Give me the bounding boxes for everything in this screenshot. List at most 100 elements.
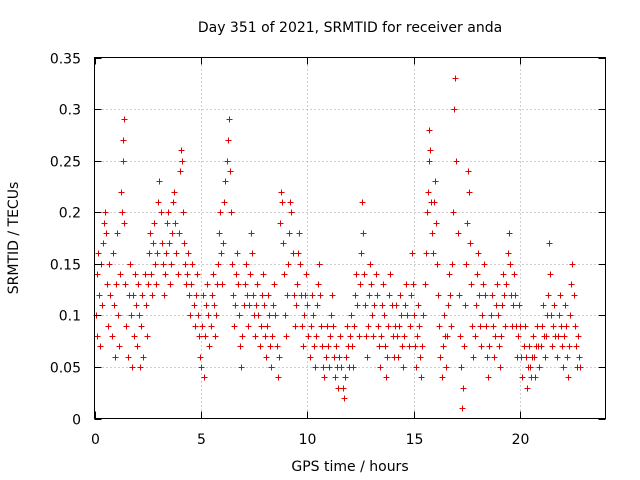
data-point (133, 302, 140, 309)
data-point (121, 116, 128, 123)
data-point (433, 220, 440, 227)
data-point (560, 364, 567, 371)
data-point (116, 343, 123, 350)
data-point (476, 292, 483, 299)
data-point (104, 281, 111, 288)
data-point (383, 374, 390, 381)
data-point (477, 323, 484, 330)
data-point (481, 261, 488, 268)
data-point (250, 292, 257, 299)
data-point (169, 230, 176, 237)
data-point (226, 116, 233, 123)
data-point (417, 354, 424, 361)
data-point (545, 292, 552, 299)
data-point (165, 209, 172, 216)
data-point (232, 302, 239, 309)
data-point (237, 343, 244, 350)
data-point (103, 230, 110, 237)
data-point (279, 199, 286, 206)
data-point (209, 292, 216, 299)
data-point (343, 354, 350, 361)
data-point (94, 333, 101, 340)
data-point (436, 323, 443, 330)
data-point (387, 271, 394, 278)
data-point (519, 374, 526, 381)
data-point (155, 199, 162, 206)
data-point (569, 261, 576, 268)
data-point (302, 292, 309, 299)
data-point (567, 312, 574, 319)
data-point (288, 209, 295, 216)
data-point (385, 323, 392, 330)
data-point (314, 302, 321, 309)
data-point (474, 271, 481, 278)
data-point (299, 323, 306, 330)
data-point (333, 343, 340, 350)
data-point (363, 333, 370, 340)
data-point (184, 271, 191, 278)
data-point (515, 333, 522, 340)
data-point (491, 354, 498, 361)
data-point (204, 281, 211, 288)
data-point (168, 261, 175, 268)
data-point (395, 354, 402, 361)
data-point (365, 323, 372, 330)
data-point (539, 323, 546, 330)
data-point (136, 312, 143, 319)
data-points (93, 75, 584, 412)
data-point (483, 323, 490, 330)
data-point (554, 354, 561, 361)
data-point (292, 323, 299, 330)
data-point (347, 333, 354, 340)
data-point (316, 261, 323, 268)
data-point (294, 281, 301, 288)
data-point (368, 281, 375, 288)
data-point (577, 364, 584, 371)
data-point (158, 209, 165, 216)
data-point (571, 292, 578, 299)
data-point (426, 158, 433, 165)
data-point (562, 302, 569, 309)
data-point (95, 250, 102, 257)
data-point (127, 261, 134, 268)
data-point (542, 354, 549, 361)
data-point (324, 323, 331, 330)
data-point (259, 292, 266, 299)
data-point (448, 323, 455, 330)
data-point (222, 178, 229, 185)
data-point (212, 333, 219, 340)
data-point (357, 281, 364, 288)
data-point (199, 323, 206, 330)
data-point (494, 281, 501, 288)
data-point (175, 271, 182, 278)
x-tick-label: 0 (91, 432, 100, 448)
data-point (311, 343, 318, 350)
data-point (187, 312, 194, 319)
data-point (453, 158, 460, 165)
data-point (425, 189, 432, 196)
data-point (439, 374, 446, 381)
data-point (449, 261, 456, 268)
data-point (430, 250, 437, 257)
data-point (332, 374, 339, 381)
data-point (470, 354, 477, 361)
data-point (427, 147, 434, 154)
data-point (382, 343, 389, 350)
data-point (308, 323, 315, 330)
data-point (266, 312, 273, 319)
data-point (457, 333, 464, 340)
data-point (277, 220, 284, 227)
data-point (399, 343, 406, 350)
data-point (325, 343, 332, 350)
data-point (523, 354, 530, 361)
data-point (156, 178, 163, 185)
data-point (200, 292, 207, 299)
data-point (121, 220, 128, 227)
data-point (180, 209, 187, 216)
data-point (96, 292, 103, 299)
data-point (354, 302, 361, 309)
data-point (243, 261, 250, 268)
data-point (297, 261, 304, 268)
data-point (326, 364, 333, 371)
data-point (420, 312, 427, 319)
